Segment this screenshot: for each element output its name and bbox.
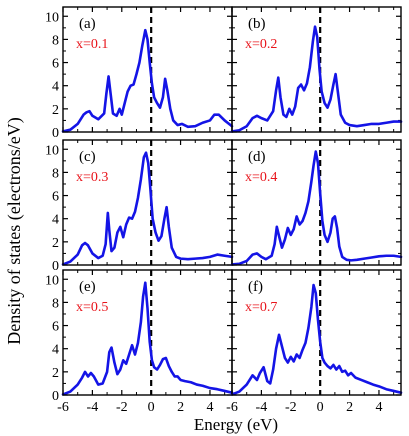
panel-frame: [231, 6, 402, 133]
x-tick-label: -2: [285, 400, 297, 415]
panel-letter: (b): [248, 16, 266, 32]
y-tick-label: 10: [45, 10, 59, 25]
panel-e: 0 2 4 6 8 10 -6 -4 -2 0 2 4 (e) x=0.5: [45, 269, 234, 415]
panel-letter: (a): [79, 16, 96, 32]
x-tick-label: 0: [148, 400, 155, 415]
x-tick-label: 4: [375, 400, 382, 415]
panel-b: (b) x=0.2: [230, 6, 403, 133]
panel-f: -6 -4 -2 0 2 4 (f) x=0.7: [226, 269, 403, 415]
dos-curve: [230, 150, 403, 266]
y-tick-label: 6: [52, 320, 59, 335]
panel-a: 0 2 4 6 8 10 (a) x=0.1: [45, 6, 234, 141]
panel-composition-label: x=0.2: [245, 37, 277, 52]
y-tick-label: 4: [52, 80, 59, 95]
x-tick-label: -2: [116, 400, 128, 415]
panel-composition-label: x=0.4: [245, 170, 277, 185]
panel-c: 0 2 4 6 8 10 (c) x=0.3: [45, 139, 234, 274]
y-tick-label: 8: [52, 33, 59, 48]
x-tick-label: 2: [346, 400, 353, 415]
y-tick-label: 8: [52, 166, 59, 181]
y-tick-label: 4: [52, 213, 59, 228]
x-axis-title: Energy (eV): [194, 415, 278, 434]
panel-composition-label: x=0.7: [245, 300, 277, 315]
x-tick-label: -6: [226, 400, 238, 415]
y-tick-label: 2: [52, 366, 59, 381]
panel-letter: (d): [248, 149, 266, 165]
y-tick-label: 2: [52, 103, 59, 118]
panel-frame: [231, 269, 402, 396]
panel-letter: (c): [79, 149, 96, 165]
dos-curve: [61, 28, 234, 133]
x-tick-label: -4: [87, 400, 99, 415]
panel-d: (d) x=0.4: [230, 139, 403, 266]
x-tick-label: 2: [177, 400, 184, 415]
y-tick-label: 0: [52, 259, 59, 274]
dos-curve: [61, 151, 234, 266]
dos-curve: [230, 283, 403, 396]
panel-composition-label: x=0.3: [76, 170, 108, 185]
y-tick-label: 4: [52, 343, 59, 358]
y-tick-label: 0: [52, 389, 59, 404]
x-tick-label: -6: [57, 400, 69, 415]
y-tick-label: 2: [52, 236, 59, 251]
x-tick-label: -4: [256, 400, 268, 415]
y-tick-label: 6: [52, 190, 59, 205]
panel-composition-label: x=0.1: [76, 37, 108, 52]
panels-layer: 0 2 4 6 8 10 (a) x=0.1 (b) x=0.2 0 2 4 6 8 10 (c) x=0.3 (d…: [45, 6, 403, 415]
y-axis-title: Density of states (electrons/eV): [4, 117, 25, 344]
x-tick-label: 4: [206, 400, 213, 415]
panel-letter: (e): [79, 279, 96, 295]
panel-composition-label: x=0.5: [76, 300, 108, 315]
dos-curve: [61, 281, 234, 396]
y-tick-label: 0: [52, 126, 59, 141]
dos-curve: [230, 25, 403, 133]
y-tick-label: 10: [45, 143, 59, 158]
panel-frame: [231, 139, 402, 266]
panel-letter: (f): [248, 279, 263, 295]
y-tick-label: 6: [52, 57, 59, 72]
y-tick-label: 8: [52, 296, 59, 311]
y-tick-label: 10: [45, 273, 59, 288]
x-tick-label: 0: [317, 400, 324, 415]
